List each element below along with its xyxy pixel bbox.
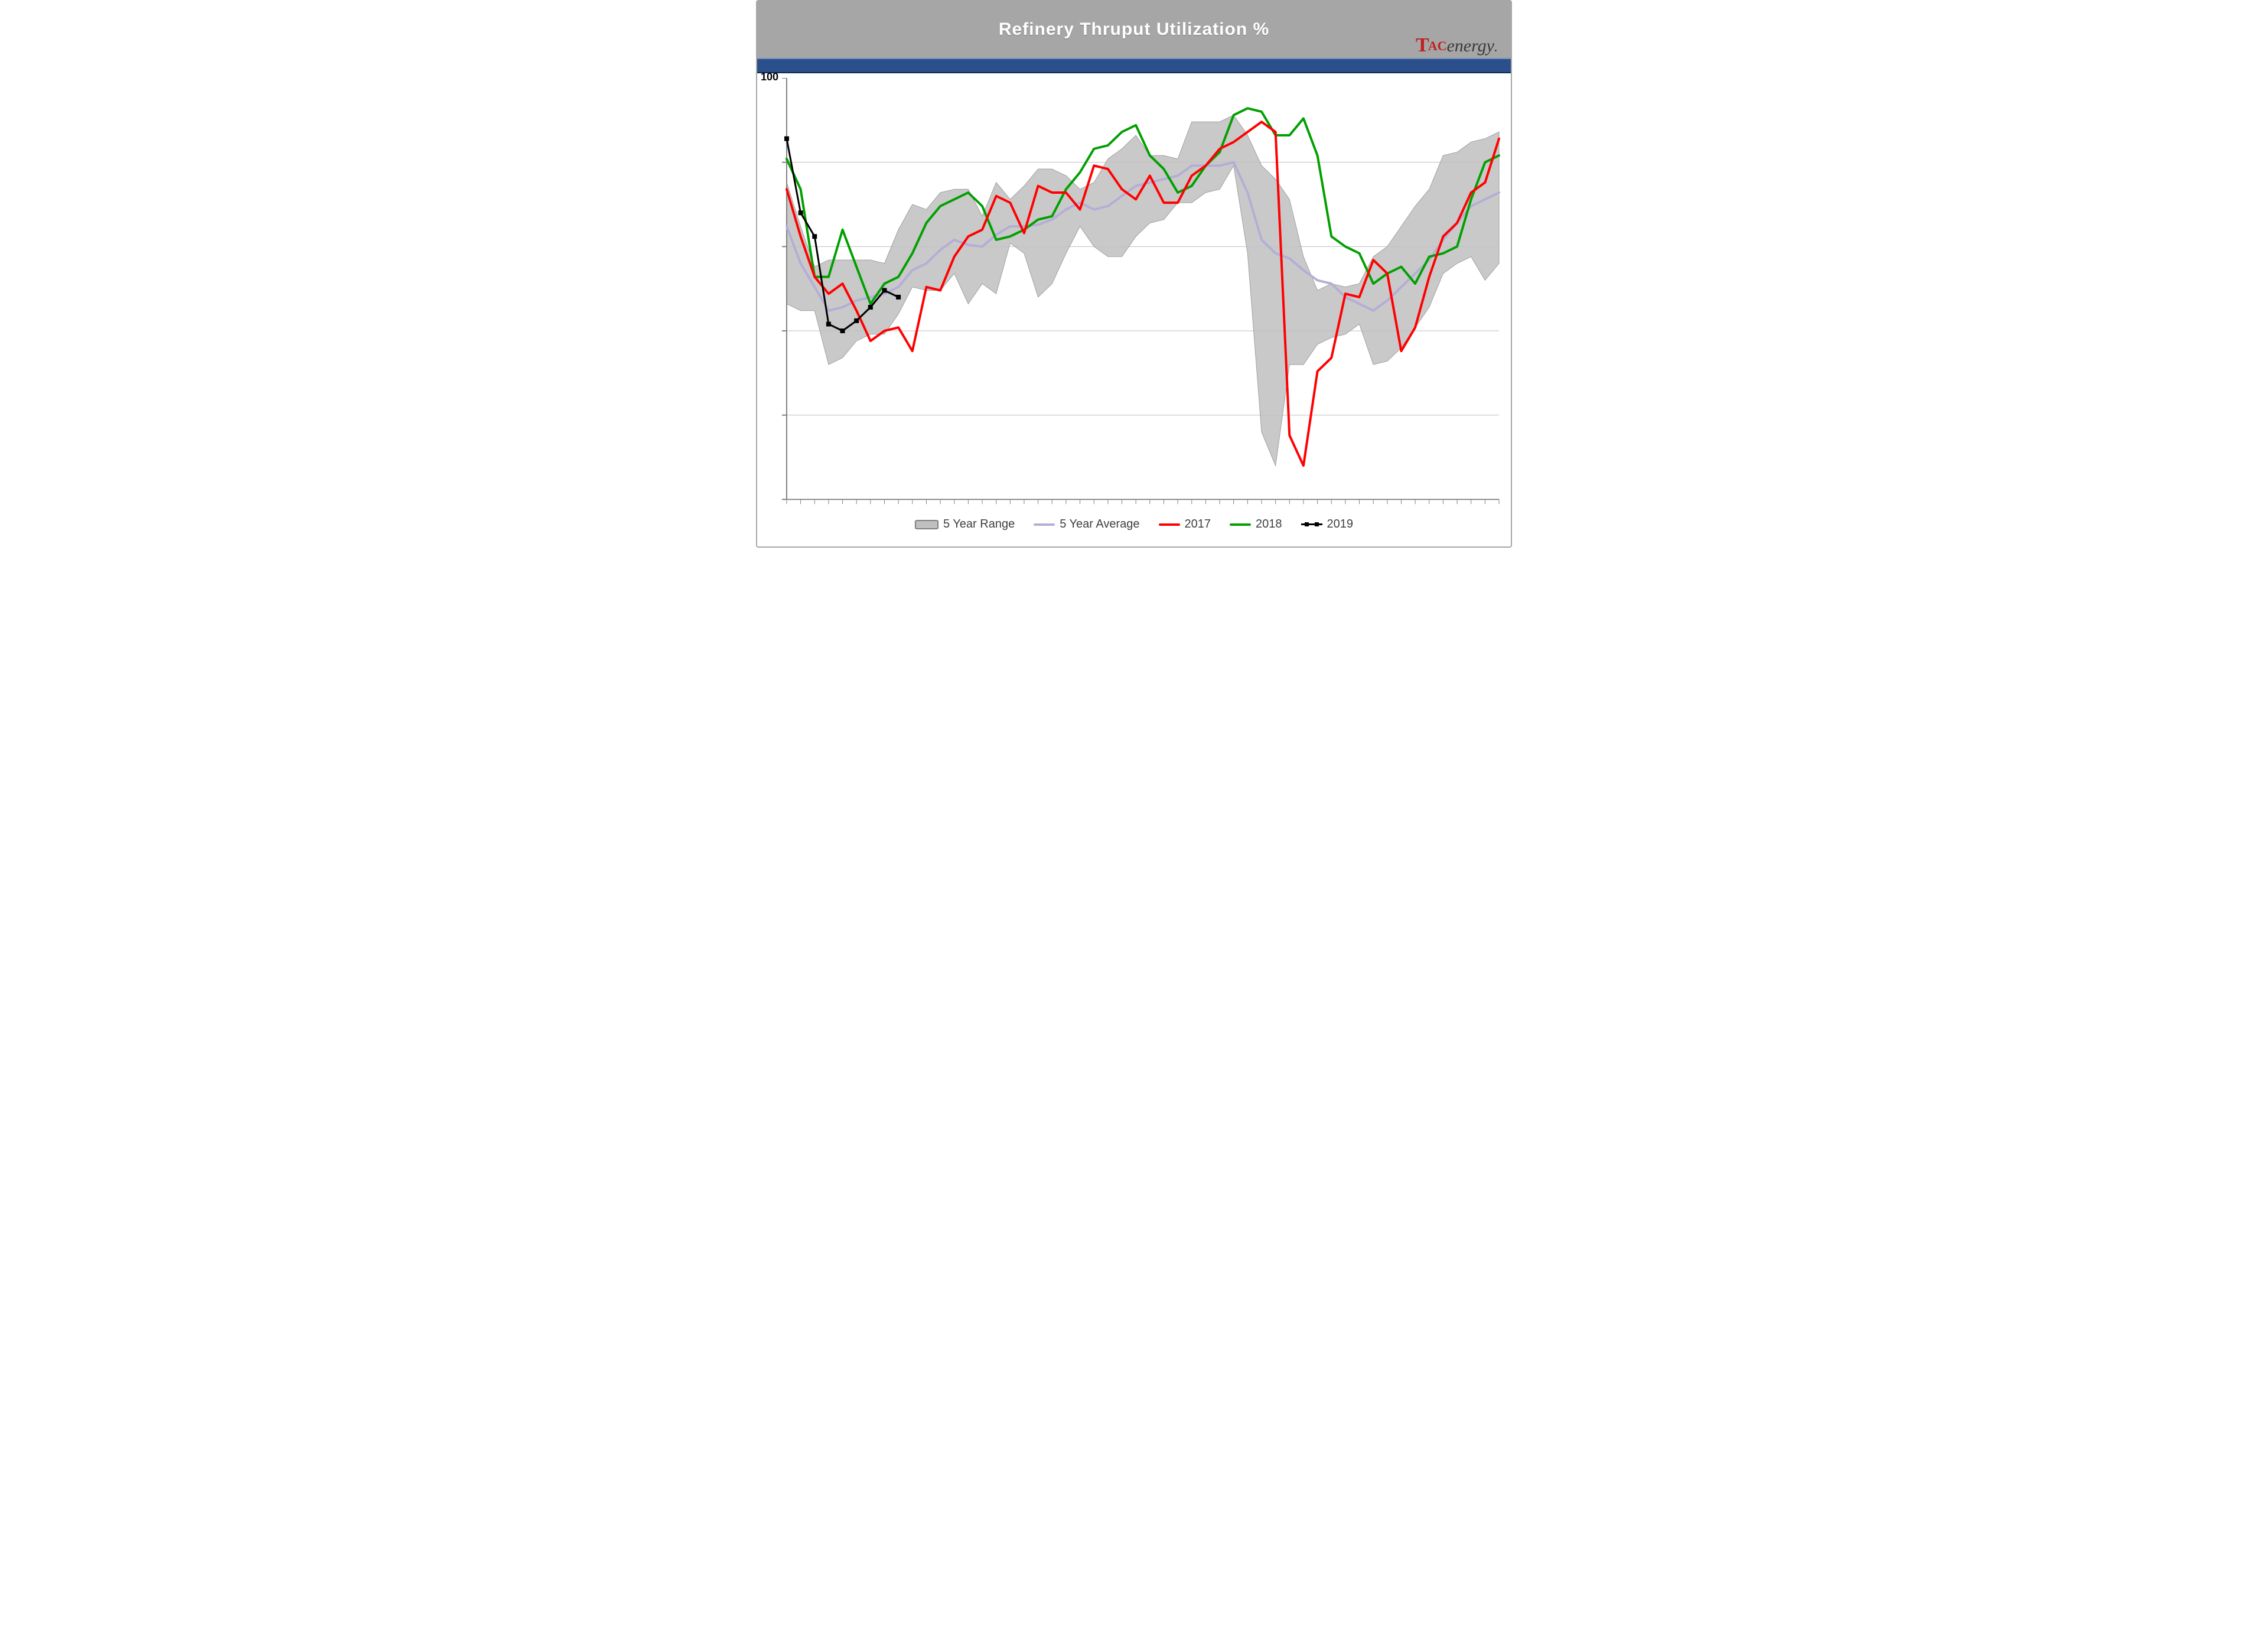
legend-label-range: 5 Year Range [943, 518, 1015, 531]
plot-svg [774, 78, 1503, 535]
plot-area [774, 78, 1503, 535]
legend-item-2019: 2019 [1301, 518, 1354, 531]
logo-energy: energy [1446, 36, 1494, 56]
logo-t: T [1416, 34, 1428, 56]
legend-swatch-2018 [1230, 523, 1251, 526]
legend-swatch-2017 [1159, 523, 1180, 526]
legend: 5 Year Range 5 Year Average 2017 2018 20… [915, 518, 1353, 531]
brand-logo: TACenergy. [1416, 34, 1498, 57]
logo-ac: AC [1428, 38, 1447, 53]
legend-item-2017: 2017 [1159, 518, 1211, 531]
blue-bar [757, 58, 1511, 73]
legend-label-2018: 2018 [1256, 518, 1282, 531]
legend-item-2018: 2018 [1230, 518, 1282, 531]
legend-label-2017: 2017 [1185, 518, 1211, 531]
legend-label-avg: 5 Year Average [1060, 518, 1139, 531]
legend-item-range: 5 Year Range [915, 518, 1015, 531]
legend-swatch-2019 [1301, 523, 1322, 525]
logo-dot: . [1494, 40, 1498, 55]
legend-label-2019: 2019 [1327, 518, 1354, 531]
chart-frame: Refinery Thruput Utilization % TACenergy… [756, 0, 1512, 548]
title-bar: Refinery Thruput Utilization % [757, 1, 1511, 58]
legend-swatch-avg [1034, 523, 1055, 526]
legend-item-avg: 5 Year Average [1034, 518, 1139, 531]
chart-title: Refinery Thruput Utilization % [999, 19, 1269, 40]
legend-swatch-range [915, 520, 939, 529]
